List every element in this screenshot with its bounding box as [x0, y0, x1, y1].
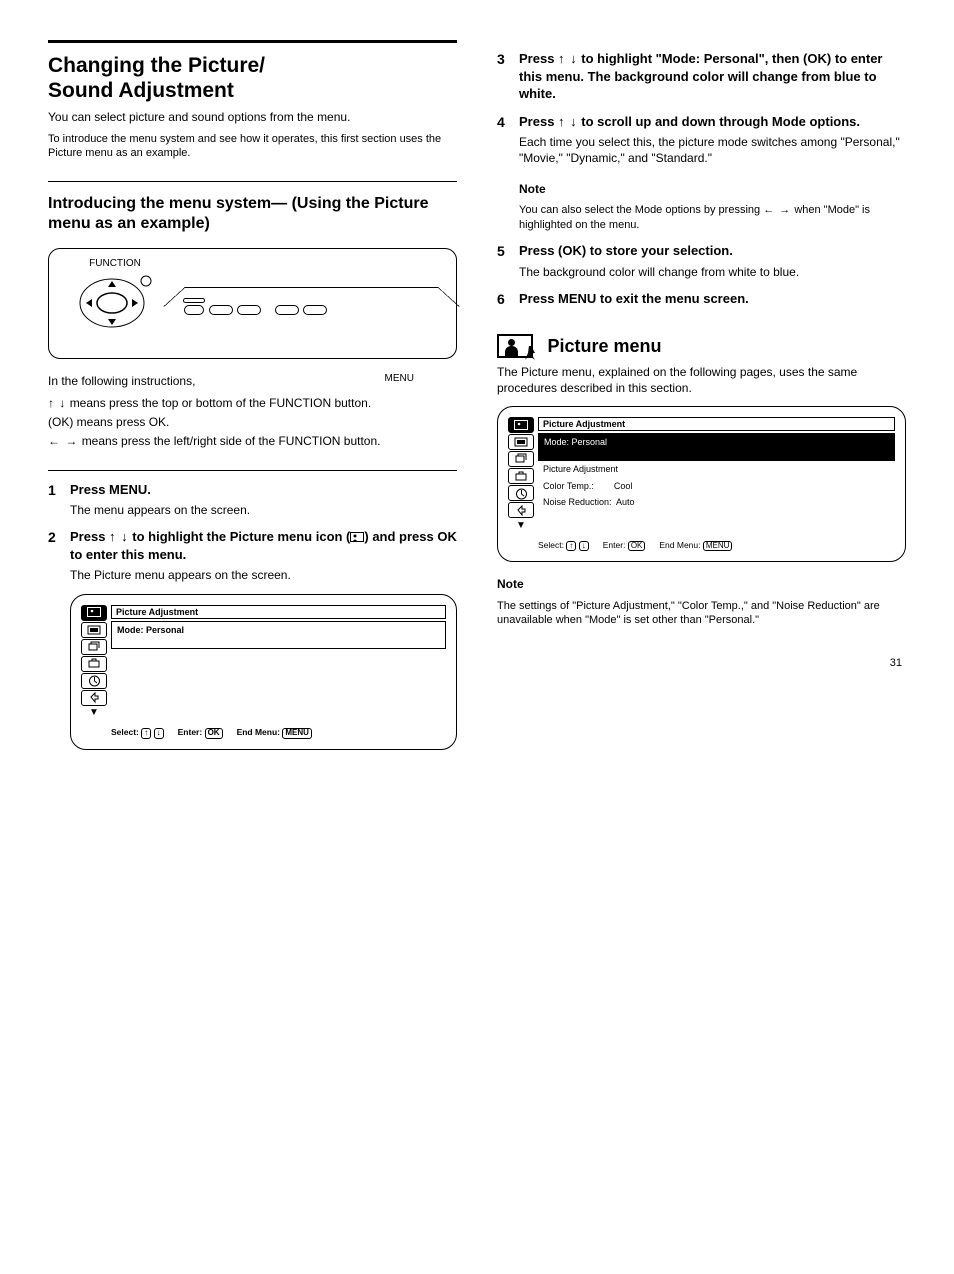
menu-tab-setup-icon: [508, 468, 534, 484]
menu-footer: Select: ↑ ↓ Enter: OK End Menu: MENU: [111, 727, 446, 739]
page-title: Changing the Picture/ Sound Adjustment: [48, 53, 457, 103]
step-4: Press ↑ ↓ to scroll up and down through …: [497, 113, 906, 233]
up-down-arrows-icon: ↑ ↓: [48, 396, 66, 410]
picture-menu-heading: Picture menu: [547, 336, 661, 356]
picture-icon: [497, 334, 533, 358]
menu-row: Picture Adjustment: [538, 461, 895, 477]
up-down-arrows-icon: ↑ ↓: [109, 529, 129, 544]
intro-paragraph-1: You can select picture and sound options…: [48, 109, 457, 125]
menu-tab-features-icon: [508, 451, 534, 467]
picture-menu-section: Picture menu: [497, 334, 906, 358]
picture-menu-body: The Picture menu, explained on the follo…: [497, 364, 906, 396]
menu-label: MENU: [385, 372, 414, 386]
menu-title: Picture Adjustment: [111, 605, 446, 619]
step-1: Press MENU. The menu appears on the scre…: [48, 481, 457, 519]
divider: [48, 470, 457, 471]
menu-tab-channel-icon: [81, 690, 107, 706]
step-3: Press ↑ ↓ to highlight "Mode: Personal",…: [497, 50, 906, 103]
menu-content: Mode: Personal: [111, 621, 446, 649]
left-column: Changing the Picture/ Sound Adjustment Y…: [48, 40, 457, 760]
intro-paragraph-2: To introduce the menu system and see how…: [48, 132, 457, 162]
section-rule: [48, 40, 457, 43]
menu-tab-screen-icon: [508, 434, 534, 450]
left-right-arrows-icon: ← →: [763, 204, 791, 216]
menu-screenshot-2: ▼ Picture Adjustment Mode: Personal Pict…: [497, 406, 906, 562]
note-heading: Note: [497, 576, 906, 592]
menu-tab-setup-icon: [81, 656, 107, 672]
dpad-icon: [76, 273, 154, 333]
menu-title: Picture Adjustment: [538, 417, 895, 431]
face-buttons-icon: [183, 298, 440, 315]
legend: ↑ ↓ means press the top or bottom of the…: [48, 395, 457, 450]
steps-left: Press MENU. The menu appears on the scre…: [48, 481, 457, 750]
up-down-arrows-icon: ↑ ↓: [558, 114, 578, 129]
menu-scroll-down-icon: ▼: [508, 519, 534, 531]
menu-screenshot-1: ▼ Picture Adjustment Mode: Personal Sele…: [70, 594, 457, 750]
menu-scroll-down-icon: ▼: [81, 707, 107, 719]
function-label: FUNCTION: [65, 257, 165, 271]
note-body: The settings of "Picture Adjustment," "C…: [497, 599, 906, 629]
up-down-arrows-icon: ↑ ↓: [558, 51, 578, 66]
menu-tab-picture-icon: [508, 417, 534, 433]
divider: [48, 181, 457, 182]
menu-row-selected: Mode: Personal: [538, 433, 895, 461]
subsection-title: Introducing the menu system— (Using the …: [48, 194, 457, 234]
steps-right: Press ↑ ↓ to highlight "Mode: Personal",…: [497, 50, 906, 308]
step-6: Press MENU to exit the menu screen.: [497, 290, 906, 308]
note-body: You can also select the Mode options by …: [519, 203, 906, 233]
step-2: Press ↑ ↓ to highlight the Picture menu …: [48, 528, 457, 749]
menu-tab-screen-icon: [81, 622, 107, 638]
menu-row: Noise Reduction: Auto: [538, 494, 895, 510]
menu-row: Color Temp.: Cool: [538, 478, 895, 494]
menu-tab-features-icon: [81, 639, 107, 655]
menu-tab-timer-icon: [81, 673, 107, 689]
picture-menu-icon: [350, 532, 364, 544]
page-number: 31: [497, 656, 906, 671]
menu-tab-timer-icon: [508, 485, 534, 501]
menu-tab-channel-icon: [508, 502, 534, 518]
left-right-arrows-icon: ← →: [48, 434, 78, 448]
menu-footer: Select: ↑ ↓ Enter: OK End Menu: MENU: [538, 540, 895, 552]
note-heading: Note: [519, 181, 906, 197]
right-column: Press ↑ ↓ to highlight "Mode: Personal",…: [497, 40, 906, 760]
step-5: Press (OK) to store your selection. The …: [497, 242, 906, 280]
menu-tab-picture-icon: [81, 605, 107, 621]
button-diagram: FUNCTION: [48, 248, 457, 359]
